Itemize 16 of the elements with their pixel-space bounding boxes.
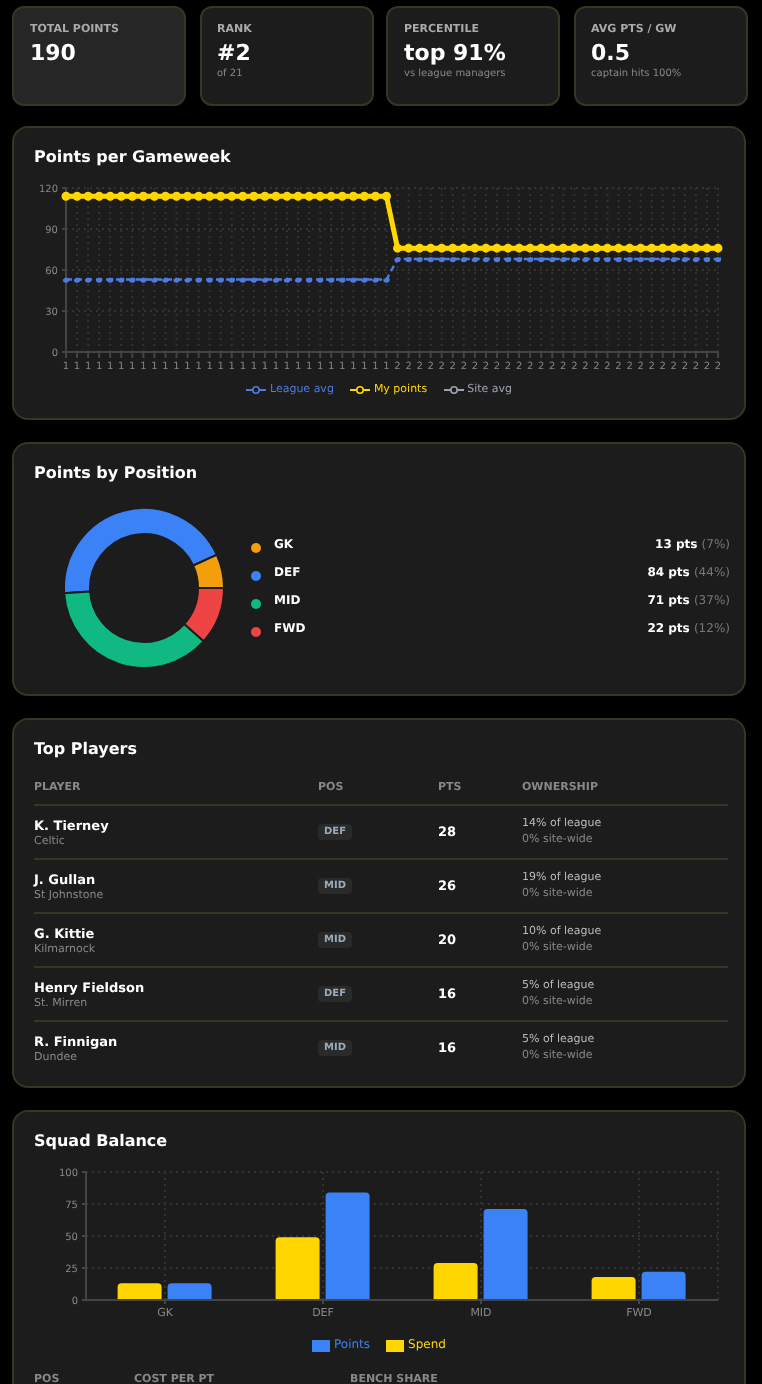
bar (117, 1283, 162, 1300)
bar (275, 1237, 320, 1300)
chart-title: Squad Balance (34, 1132, 168, 1150)
text: 190 (30, 40, 76, 66)
text: Top Players (34, 740, 138, 758)
bar (641, 1271, 686, 1300)
chart-title: Points per Gameweek (34, 148, 231, 166)
text: #2 (217, 40, 251, 66)
chart-title: Points by Position (34, 464, 198, 482)
text: 0.5 (591, 40, 630, 66)
bar (591, 1276, 636, 1300)
bar (483, 1209, 528, 1300)
bar (325, 1192, 370, 1300)
text: top 91% (404, 40, 506, 66)
bar (167, 1283, 212, 1300)
bar (433, 1262, 478, 1300)
